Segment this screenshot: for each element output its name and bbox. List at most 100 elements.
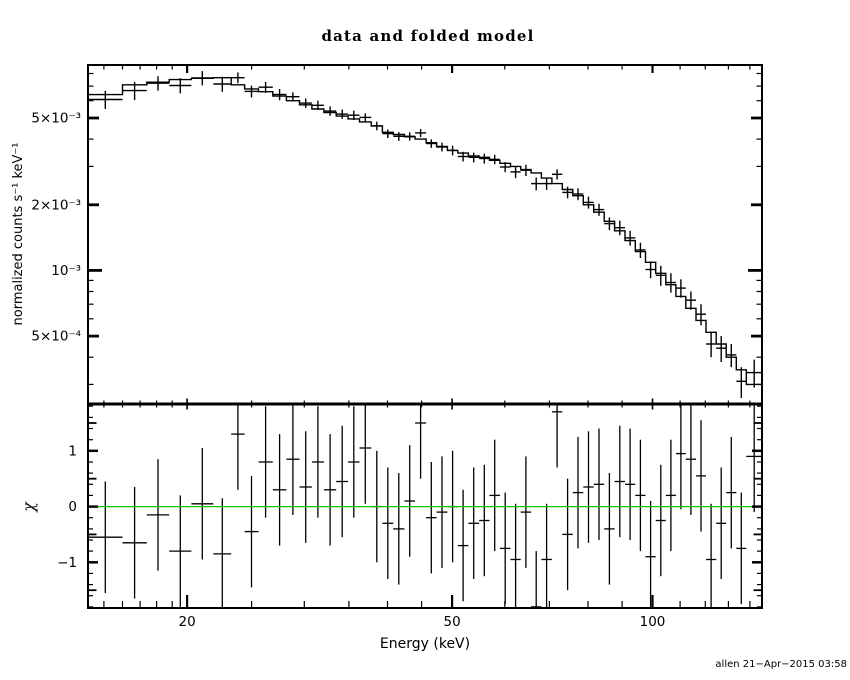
residual-point xyxy=(716,467,727,579)
data-point xyxy=(272,89,287,101)
data-point xyxy=(520,164,532,176)
residual-point xyxy=(286,405,300,515)
data-point xyxy=(231,72,245,84)
data-point xyxy=(244,85,259,98)
x-axis-title: Energy (keV) xyxy=(380,636,470,652)
residual-point xyxy=(436,456,448,568)
residual-point xyxy=(323,434,337,546)
y-axis-title-top: normalized counts s⁻¹ keV⁻¹ xyxy=(11,143,26,326)
data-point xyxy=(716,336,727,362)
data-point xyxy=(311,100,324,110)
data-point xyxy=(562,186,573,199)
residual-point xyxy=(348,406,360,518)
residual-point xyxy=(404,445,416,557)
data-point xyxy=(146,76,170,91)
residual-point xyxy=(583,431,594,543)
y-tick-label-bottom-2: 1 xyxy=(68,443,77,459)
residual-point xyxy=(415,405,427,479)
residual-point xyxy=(244,475,259,588)
data-point xyxy=(382,129,394,138)
data-point xyxy=(336,109,349,119)
residual-point xyxy=(231,405,245,490)
residual-point xyxy=(89,481,123,593)
data-point xyxy=(371,121,383,131)
data-point xyxy=(258,81,273,93)
data-point xyxy=(348,110,360,120)
y-tick-label-bottom-0: −1 xyxy=(57,555,77,571)
residual-point xyxy=(489,439,500,552)
data-point xyxy=(706,332,717,358)
data-point xyxy=(551,169,563,180)
data-points xyxy=(89,71,761,398)
data-point xyxy=(510,166,521,179)
data-point xyxy=(736,367,747,398)
data-point xyxy=(583,196,594,209)
top-panel-border xyxy=(87,64,763,405)
residual-point xyxy=(510,503,521,607)
residual-point xyxy=(311,406,324,518)
residual-point xyxy=(213,498,232,607)
x-tick-label-50: 50 xyxy=(444,614,461,630)
data-point xyxy=(122,81,147,101)
data-point xyxy=(726,344,737,368)
data-point xyxy=(479,153,490,164)
residual-point xyxy=(614,425,625,538)
residual-point xyxy=(696,420,706,532)
data-point xyxy=(604,217,615,231)
y-tick-label-top-0: 5×10⁻³ xyxy=(31,111,81,127)
residual-point xyxy=(299,431,312,543)
data-point xyxy=(213,76,232,92)
residual-point xyxy=(468,467,480,579)
residual-point xyxy=(604,473,615,585)
signature-timestamp: allen 21−Apr−2015 03:58 xyxy=(715,659,847,670)
residual-point xyxy=(146,459,170,571)
residual-point xyxy=(685,405,696,515)
residual-point xyxy=(562,478,573,591)
data-point xyxy=(415,129,427,137)
residual-point xyxy=(359,405,372,504)
residual-point xyxy=(499,492,511,605)
data-point xyxy=(625,230,636,246)
data-point xyxy=(746,359,761,388)
residual-point xyxy=(645,501,656,607)
data-point xyxy=(436,142,448,152)
residual-point xyxy=(541,503,552,607)
top-panel-spectrum xyxy=(89,71,761,398)
data-point xyxy=(191,71,214,86)
data-point xyxy=(685,291,696,310)
data-point xyxy=(593,203,605,216)
data-point xyxy=(665,273,676,293)
data-point xyxy=(468,152,480,163)
data-point xyxy=(635,242,646,258)
y-tick-label-top-3: 5×10⁻⁴ xyxy=(31,329,81,345)
residual-point xyxy=(457,489,469,602)
x-tick-label-20: 20 xyxy=(179,614,196,630)
residual-point xyxy=(122,487,147,599)
data-point xyxy=(531,177,542,191)
residual-point xyxy=(706,503,717,607)
residual-point xyxy=(625,428,636,540)
residual-point xyxy=(655,464,666,577)
data-point xyxy=(323,106,337,116)
data-point xyxy=(655,265,666,286)
data-point xyxy=(457,151,469,162)
bottom-panel-residuals xyxy=(88,405,762,607)
residual-point xyxy=(593,428,605,540)
data-point xyxy=(572,188,584,201)
y-axis-title-bottom: χ xyxy=(19,501,38,513)
residual-point xyxy=(382,467,394,579)
residual-point xyxy=(258,406,273,518)
data-point xyxy=(299,98,312,108)
data-point xyxy=(675,279,686,298)
residual-point xyxy=(479,464,490,577)
y-tick-label-top-2: 10⁻³ xyxy=(51,263,81,279)
residual-point xyxy=(551,405,563,468)
data-point xyxy=(696,304,706,326)
y-tick-label-bottom-1: 0 xyxy=(68,499,77,515)
data-point xyxy=(169,78,192,94)
residual-points xyxy=(89,405,761,607)
residual-point xyxy=(191,448,214,560)
residual-point xyxy=(336,425,349,538)
